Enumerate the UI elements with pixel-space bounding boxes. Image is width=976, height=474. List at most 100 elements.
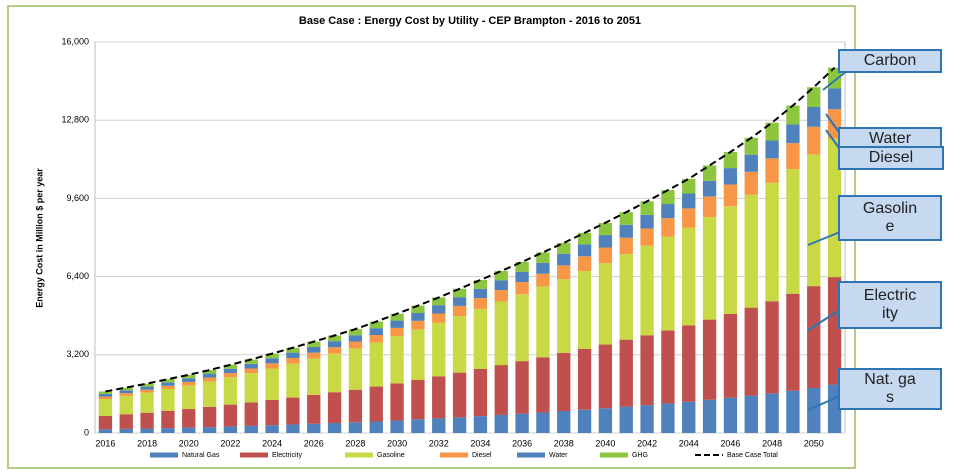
bar-segment [640, 335, 654, 406]
bar-segment [182, 381, 196, 386]
bar-segment [140, 412, 154, 429]
bar-segment [557, 411, 571, 433]
bar-segment [827, 277, 842, 385]
bar-segment [161, 428, 175, 433]
bar-segment [327, 392, 342, 423]
bar-segment [265, 425, 279, 433]
bar-segment [348, 422, 363, 433]
bar-segment [494, 270, 508, 281]
bar-segment [182, 385, 196, 410]
bar-segment [598, 344, 613, 409]
bar-segment [807, 87, 821, 108]
bar-segment [702, 180, 717, 197]
bar-segment [598, 222, 613, 236]
bar-segment [327, 347, 342, 354]
bar-segment [411, 329, 425, 380]
bar-segment [348, 348, 363, 390]
bar-segment [473, 368, 488, 417]
bar-segment [348, 335, 363, 342]
bar-segment [682, 325, 696, 402]
callout-text: Gasoline [862, 200, 918, 235]
bar-segment [723, 184, 738, 207]
bar-segment [286, 363, 300, 398]
bar-segment [286, 424, 300, 433]
bar-segment [369, 342, 383, 387]
bar-segment [807, 154, 821, 287]
bar-segment [432, 418, 446, 433]
bar-segment [452, 288, 467, 298]
bar-segment [557, 253, 571, 266]
bar-segment [390, 383, 404, 421]
bar-segment [244, 402, 258, 426]
callout: Water [838, 127, 942, 150]
bar-segment [140, 386, 154, 390]
bar-segment [327, 341, 342, 348]
bar-segment [369, 386, 383, 422]
bar-segment [202, 427, 217, 433]
y-tick-label: 12,800 [61, 115, 89, 125]
bar-segment [390, 313, 404, 321]
y-tick-label: 6,400 [66, 271, 89, 281]
bar-segment [244, 368, 258, 374]
bar-segment [640, 228, 654, 246]
x-tick-label: 2036 [512, 438, 532, 448]
x-tick-label: 2050 [804, 438, 824, 448]
callout-pointer [807, 309, 841, 331]
bar-segment [161, 379, 175, 383]
bar-segment [807, 286, 821, 389]
bar-segment [223, 404, 238, 427]
bar-segment [369, 321, 383, 329]
bar-segment [577, 270, 592, 349]
bar-segment [786, 390, 800, 433]
bar-segment [369, 335, 383, 343]
bar-segment [244, 373, 258, 403]
bar-segment [390, 420, 404, 433]
bar-segment [494, 365, 508, 415]
bar-segment [723, 151, 738, 169]
bar-segment [536, 252, 550, 263]
bar-segment [390, 320, 404, 328]
x-tick-label: 2046 [720, 438, 740, 448]
bar-segment [515, 413, 529, 433]
bar-segment [98, 429, 113, 433]
bar-segment [223, 364, 238, 369]
callout-text: Water [868, 129, 912, 147]
chart-title: Base Case : Energy Cost by Utility - CEP… [299, 15, 641, 27]
bar-segment [598, 235, 613, 248]
callout-text: Carbon [863, 52, 917, 69]
legend-label: Diesel [472, 452, 492, 459]
bar-segment [286, 357, 300, 364]
bar-segment [765, 393, 779, 433]
bar-segment [202, 377, 217, 382]
bar-segment [557, 265, 571, 280]
bar-segment [619, 254, 633, 340]
bar-segment [682, 227, 696, 326]
bar-segment [515, 261, 529, 272]
bar-segment [223, 368, 238, 374]
bar-segment [119, 428, 133, 433]
bar-segment [765, 158, 779, 183]
bar-segment [307, 346, 321, 353]
bar-segment [286, 347, 300, 353]
bar-segment [619, 339, 633, 407]
bar-segment [682, 193, 696, 209]
bar-segment [244, 425, 258, 433]
x-tick-label: 2042 [637, 438, 657, 448]
bar-segment [327, 422, 342, 433]
x-tick-label: 2024 [262, 438, 282, 448]
y-axis-label: Energy Cost in Million $ per year [34, 168, 44, 308]
bar-segment [744, 194, 758, 308]
bar-segment [723, 397, 738, 433]
bar-segment [807, 388, 821, 433]
bar-segment [452, 305, 467, 316]
legend-label: GHG [632, 452, 648, 459]
y-tick-label: 3,200 [66, 349, 89, 359]
bar-segment [473, 308, 488, 369]
bar-segment [640, 405, 654, 433]
x-tick-label: 2018 [137, 438, 157, 448]
bar-segment [557, 279, 571, 353]
bar-segment [702, 165, 717, 181]
bar-segment [265, 363, 279, 369]
bar-segment [682, 401, 696, 433]
